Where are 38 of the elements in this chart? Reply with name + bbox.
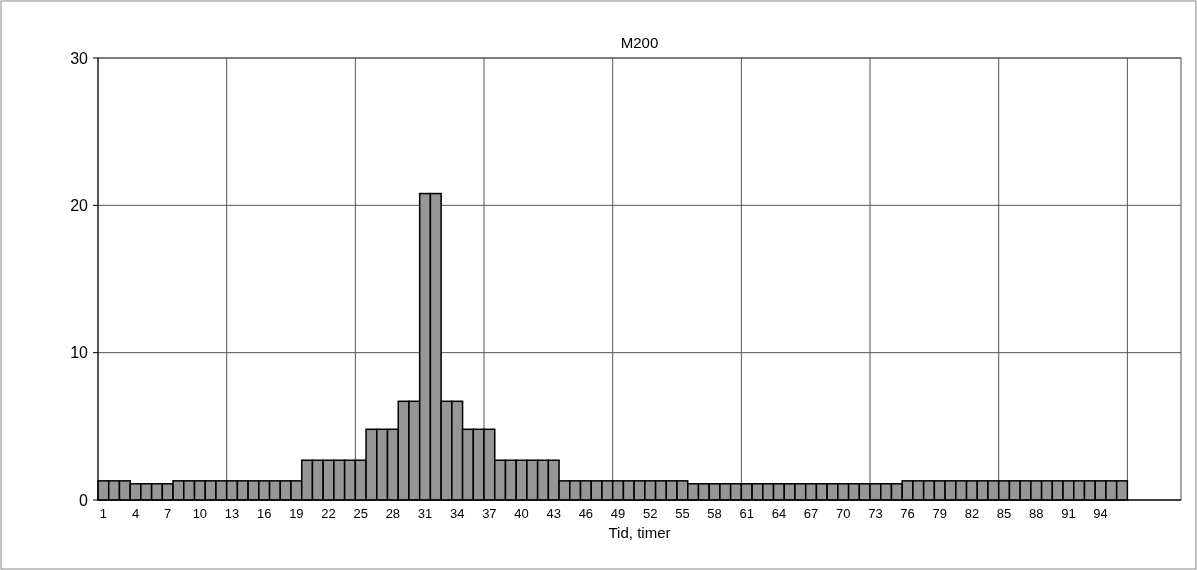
y-tick-label: 20 xyxy=(70,196,89,214)
x-tick-label: 46 xyxy=(578,506,594,521)
x-tick-label: 19 xyxy=(289,506,304,521)
y-tick-label: 10 xyxy=(70,344,89,362)
x-tick-label: 31 xyxy=(417,506,433,521)
x-tick-label: 61 xyxy=(739,506,754,521)
x-tick-label: 25 xyxy=(353,506,368,521)
x-tick-label: 55 xyxy=(675,506,690,521)
x-tick-label: 1 xyxy=(99,506,107,521)
chart-title: M200 xyxy=(620,34,659,51)
x-tick-label: 64 xyxy=(771,506,787,521)
x-tick-label: 10 xyxy=(192,506,208,521)
x-tick-label: 7 xyxy=(164,506,172,521)
x-tick-label: 37 xyxy=(482,506,497,521)
x-tick-label: 28 xyxy=(385,506,401,521)
x-tick-label: 76 xyxy=(900,506,915,521)
y-tick-label: 30 xyxy=(70,49,89,67)
x-tick-label: 58 xyxy=(707,506,722,521)
x-tick-label: 22 xyxy=(321,506,336,521)
x-tick-label: 52 xyxy=(642,506,658,521)
x-tick-label: 88 xyxy=(1029,506,1044,521)
x-tick-label: 70 xyxy=(836,506,851,521)
x-tick-label: 40 xyxy=(514,506,529,521)
x-tick-label: 94 xyxy=(1093,506,1108,521)
x-tick-label: 4 xyxy=(131,506,140,521)
x-tick-label: 79 xyxy=(932,506,947,521)
y-tick-label: 0 xyxy=(79,491,89,509)
x-tick-label: 67 xyxy=(803,506,819,521)
x-tick-label: 82 xyxy=(964,506,980,521)
x-tick-label: 73 xyxy=(868,506,883,521)
x-tick-label: 34 xyxy=(449,506,465,521)
x-tick-label: 49 xyxy=(610,506,626,521)
x-axis-title: Tid, timer xyxy=(608,524,671,541)
x-tick-label: 91 xyxy=(1061,506,1076,521)
x-tick-label: 85 xyxy=(996,506,1012,521)
x-tick-label: 43 xyxy=(546,506,561,521)
x-tick-label: 13 xyxy=(224,506,240,521)
x-tick-label: 16 xyxy=(256,506,272,521)
